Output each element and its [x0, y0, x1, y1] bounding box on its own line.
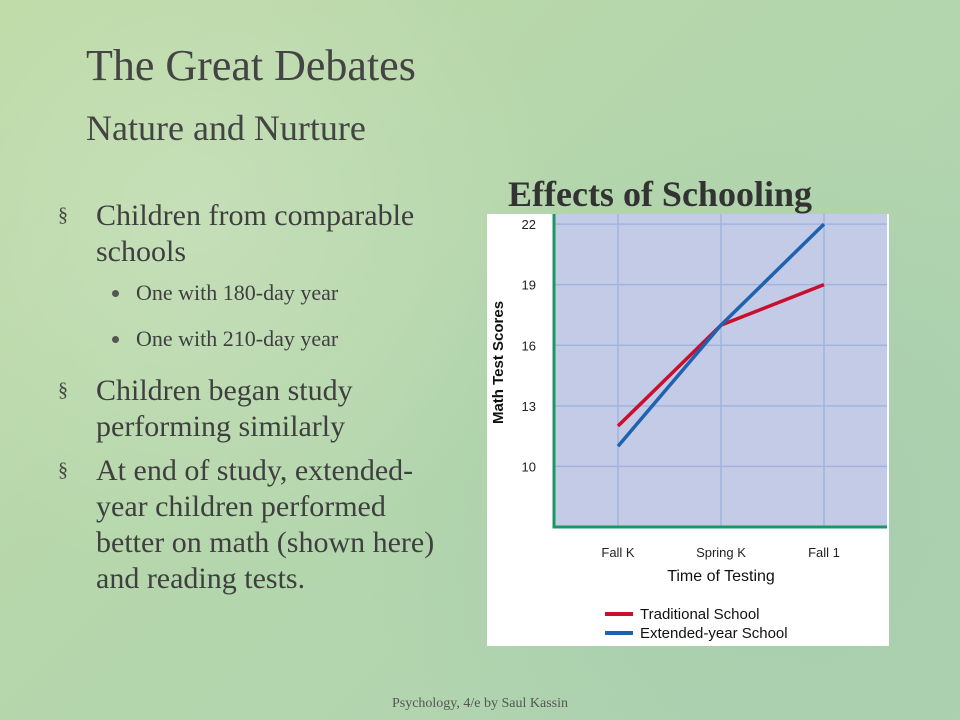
slide-footer: Psychology, 4/e by Saul Kassin	[391, 696, 569, 711]
section-bullet-icon: §	[58, 378, 68, 401]
dot-bullet-icon	[112, 336, 119, 344]
sub-bullet-item: One with 180-day year	[58, 280, 458, 306]
y-axis-label: Math Test Scores	[490, 301, 507, 424]
bullet-text: Children from comparable schools	[96, 199, 415, 268]
sub-bullet-text: One with 180-day year	[136, 280, 339, 305]
bullet-list: § Children from comparable schools One wi…	[58, 198, 458, 605]
y-tick-label: 13	[522, 399, 536, 414]
legend-label: Extended-year School	[640, 625, 788, 642]
series-line-extended	[616, 222, 826, 448]
slide-subtitle: Nature and Nurture	[86, 108, 366, 148]
bullet-item: § Children from comparable schools	[58, 198, 458, 270]
legend-label: Traditional School	[640, 606, 760, 623]
y-tick-label: 10	[522, 459, 536, 474]
bullet-text: Children began study performing similarl…	[96, 373, 353, 443]
chart-panel: 10 13 16 19 22 Fall K Spring K Fall 1 Time of Te…	[487, 214, 889, 646]
y-tick-label: 16	[522, 338, 536, 353]
bullet-text: At end of study, extended-year children …	[96, 453, 435, 595]
line-chart: 10 13 16 19 22 Fall K Spring K Fall 1 Time of Te…	[490, 214, 887, 642]
x-axis-label: Time of Testing	[667, 568, 775, 585]
section-bullet-icon: §	[58, 458, 68, 481]
sub-bullet-item: One with 210-day year	[58, 326, 458, 352]
slide-title: The Great Debates	[86, 41, 416, 90]
sub-bullet-text: One with 210-day year	[136, 326, 339, 352]
bullet-item: § Children began study performing similar…	[58, 373, 458, 445]
y-tick-label: 22	[522, 217, 536, 232]
x-tick-label: Fall K	[601, 545, 635, 560]
chart-title: Effects of Schooling	[508, 174, 812, 214]
x-tick-label: Fall 1	[808, 545, 840, 560]
dot-bullet-icon	[112, 290, 119, 297]
y-tick-label: 19	[522, 278, 536, 293]
bullet-item: § At end of study, extended-year children…	[58, 453, 458, 597]
x-tick-label: Spring K	[696, 545, 746, 560]
section-bullet-icon: §	[58, 204, 68, 226]
